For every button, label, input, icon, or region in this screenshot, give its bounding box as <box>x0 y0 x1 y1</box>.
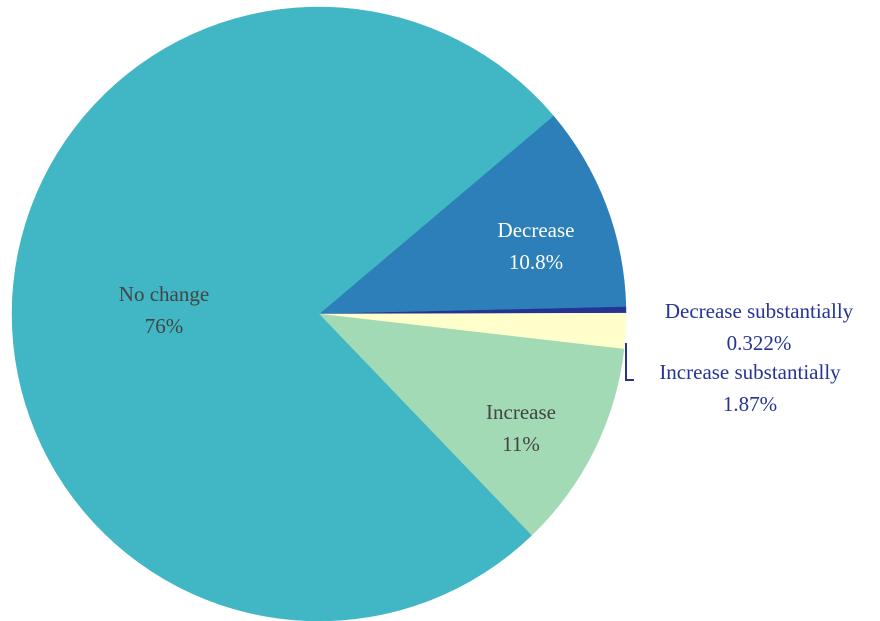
connector-increase-substantially <box>625 343 634 381</box>
label-name-increase-substantially: Increase substantially <box>659 360 841 384</box>
label-increase: Increase 11% <box>486 400 556 456</box>
label-name-increase: Increase <box>486 400 556 424</box>
label-connectors <box>625 343 634 381</box>
label-percent-decrease: 10.8% <box>509 250 563 274</box>
label-name-no-change: No change <box>119 282 209 306</box>
label-percent-no-change: 76% <box>145 314 184 338</box>
label-name-decrease-substantially: Decrease substantially <box>665 299 854 323</box>
slice-decrease <box>318 115 627 315</box>
label-decrease-substantially: Decrease substantially 0.322% <box>665 299 854 355</box>
label-name-decrease: Decrease <box>498 218 575 242</box>
label-decrease: Decrease 10.8% <box>498 218 575 274</box>
slice-labels: Decrease 10.8% Decrease substantially 0.322… <box>119 218 854 456</box>
label-percent-increase-substantially: 1.87% <box>723 392 777 416</box>
label-percent-increase: 11% <box>502 432 540 456</box>
slice-increase <box>318 313 625 536</box>
label-increase-substantially: Increase substantially 1.87% <box>659 360 841 416</box>
pie-slices <box>11 6 627 621</box>
label-no-change: No change 76% <box>119 282 209 338</box>
label-percent-decrease-substantially: 0.322% <box>727 331 792 355</box>
